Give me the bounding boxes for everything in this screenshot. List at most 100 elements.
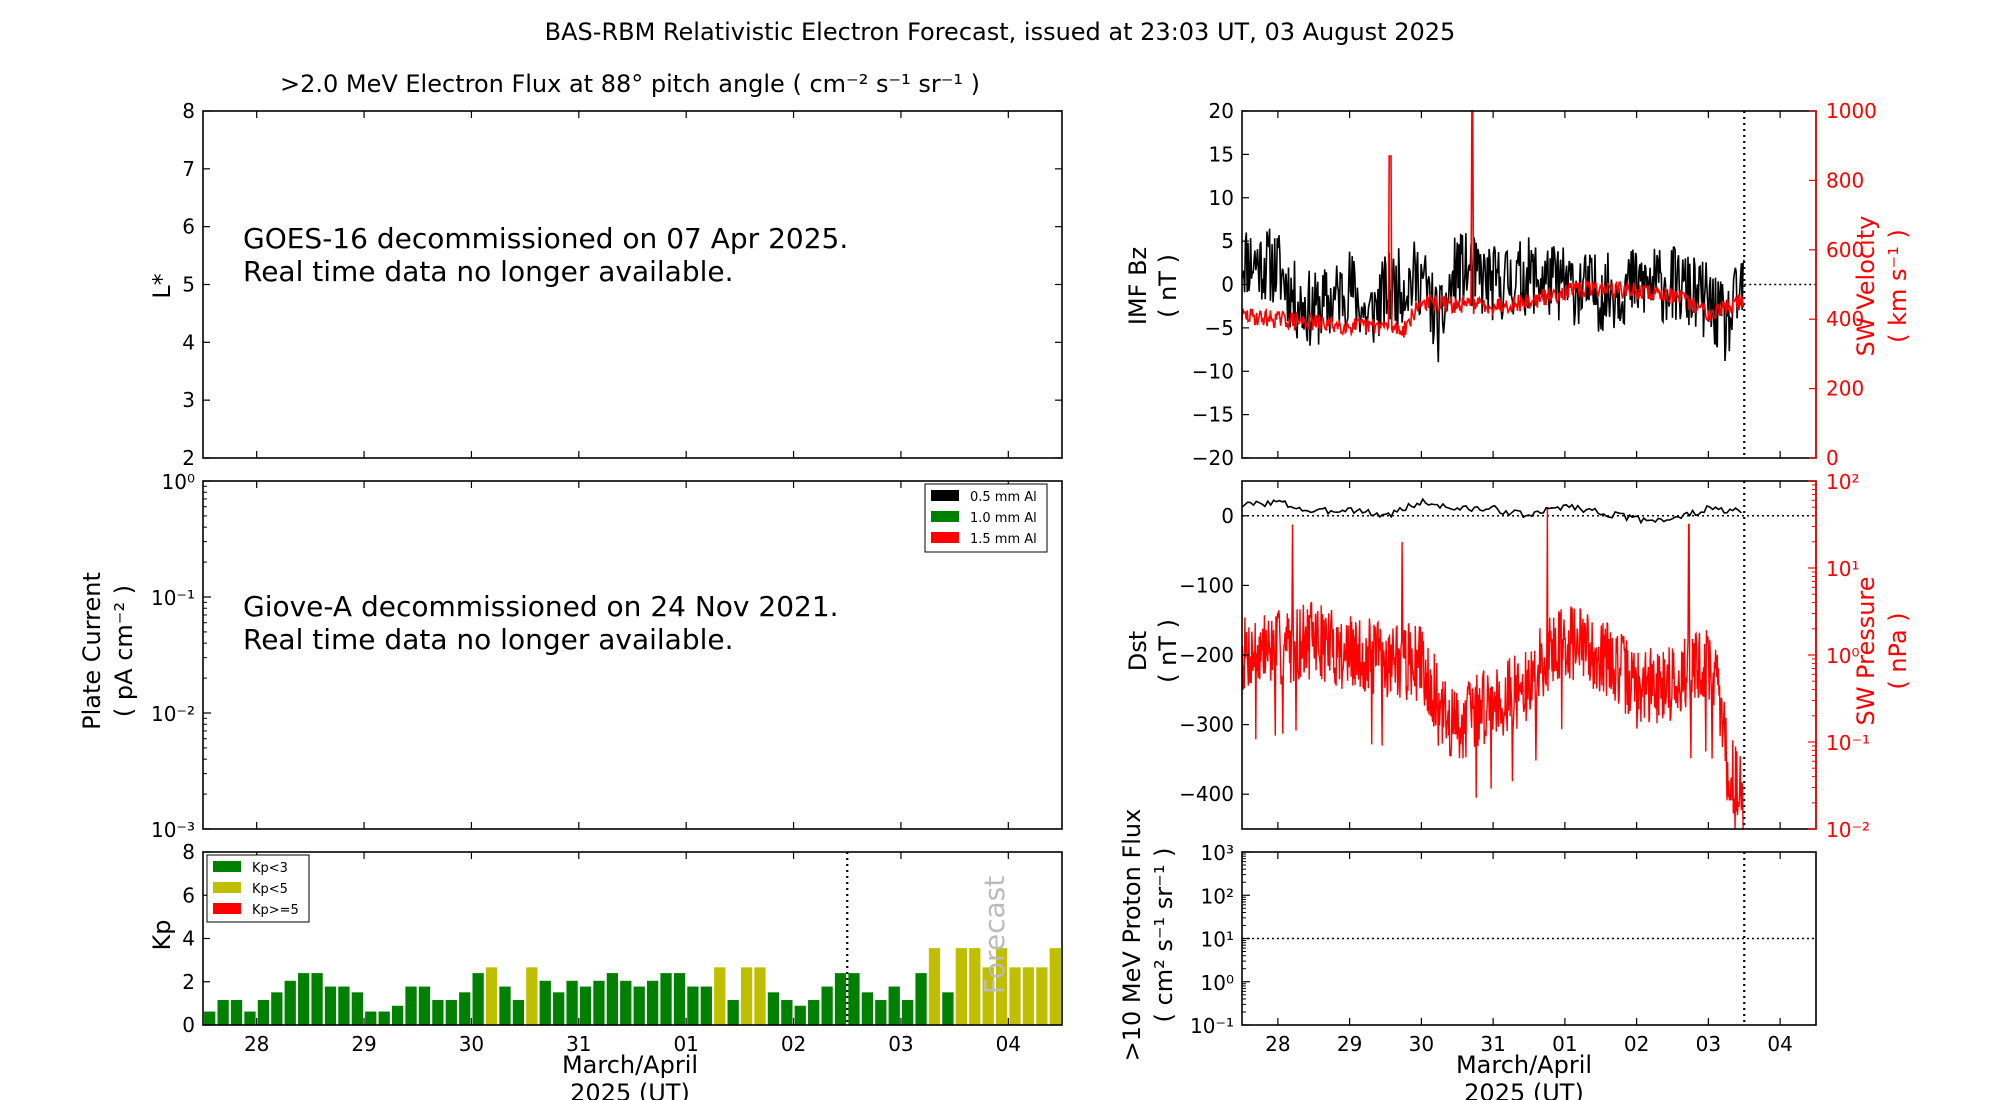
- sw-velocity-ytick-label: 800: [1826, 168, 1864, 192]
- kp-xtick-label: 30: [459, 1032, 484, 1056]
- kp-bar: [942, 992, 954, 1025]
- legend-swatch-kp-lt3: [213, 861, 241, 872]
- kp-bar: [499, 986, 511, 1025]
- legend-label-1-0mm: 1.0 mm Al: [970, 511, 1037, 526]
- plate-current-ytick-label: 10⁰: [162, 470, 195, 494]
- kp-xtick-label: 04: [996, 1032, 1021, 1056]
- kp-bar: [955, 948, 967, 1025]
- electron-flux-ytick-label: 4: [182, 330, 195, 354]
- kp-ytick-label: 4: [182, 927, 195, 951]
- sw-velocity-ytick-label: 0: [1826, 446, 1839, 470]
- kp-bar: [217, 1000, 229, 1025]
- electron-flux-ylabel: L*: [148, 273, 176, 298]
- sw-velocity-ytick-label: 200: [1826, 377, 1864, 401]
- kp-bar: [351, 992, 363, 1025]
- sw-velocity-ytick-label: 400: [1826, 307, 1864, 331]
- kp-ytick-label: 2: [182, 970, 195, 994]
- plate-current-panel: 10⁻³ 10⁻² 10⁻¹ 10⁰: [151, 470, 1063, 842]
- plate-current-frame: [202, 480, 1063, 830]
- proton-flux-ytick-label: 10⁻¹: [1190, 1014, 1234, 1038]
- sw-pressure-ylabel-units: ( nPa ): [1884, 612, 1912, 689]
- sw-pressure-ytick-label: 10⁻²: [1826, 818, 1870, 842]
- kp-bar: [485, 967, 498, 1025]
- kp-bar: [687, 986, 699, 1025]
- proton-flux-ytick-label: 10³: [1201, 841, 1234, 865]
- legend-swatch-kp-lt5: [213, 882, 241, 893]
- plate-current-message-line1: Giove-A decommissioned on 24 Nov 2021.: [243, 590, 839, 623]
- imf-bz-ytick-label: 15: [1209, 142, 1234, 166]
- imf-bz-ylabel-units: ( nT ): [1154, 254, 1182, 318]
- dst-line: [1241, 497, 1742, 525]
- kp-bar: [834, 973, 847, 1025]
- kp-bar: [445, 1000, 457, 1025]
- legend-swatch-0-5mm: [931, 490, 959, 501]
- kp-ytick-label: 6: [182, 883, 195, 907]
- proton-flux-ytick-label: 10²: [1201, 884, 1234, 908]
- legend-label-kp-ge5: Kp>=5: [252, 903, 299, 918]
- legend-swatch-kp-ge5: [213, 903, 241, 914]
- imf-bz-ytick-label: −15: [1192, 403, 1234, 427]
- kp-bar: [579, 986, 592, 1025]
- kp-xtick-label: 28: [244, 1032, 269, 1056]
- proton-flux-xtick-label: 04: [1767, 1032, 1792, 1056]
- kp-bar: [767, 992, 780, 1025]
- kp-bar: [512, 1000, 525, 1025]
- dst-ylabel: Dst: [1124, 631, 1152, 671]
- sw-velocity-line: [1241, 110, 1745, 338]
- kp-bar: [714, 967, 726, 1025]
- kp-bar: [566, 980, 578, 1025]
- kp-bar: [633, 986, 645, 1025]
- kp-xtick-label: 29: [351, 1032, 376, 1056]
- sw-pressure-ytick-label: 10¹: [1826, 557, 1859, 581]
- proton-flux-xtick-label: 30: [1409, 1032, 1434, 1056]
- left-xlabel-year: 2025 (UT): [570, 1079, 690, 1100]
- proton-flux-xtick-label: 29: [1337, 1032, 1362, 1056]
- kp-bar: [405, 986, 417, 1025]
- imf-bz-frame: [1241, 110, 1817, 459]
- legend-label-kp-lt3: Kp<3: [252, 861, 288, 876]
- sw-velocity-ytick-label: 600: [1826, 238, 1864, 262]
- kp-bar: [902, 1000, 914, 1025]
- kp-bar: [459, 992, 471, 1025]
- electron-flux-ytick-label: 5: [182, 273, 195, 297]
- kp-bar: [271, 992, 283, 1025]
- kp-bar: [257, 1000, 270, 1025]
- proton-flux-ytick-label: 10⁰: [1201, 971, 1234, 995]
- electron-flux-message-line2: Real time data no longer available.: [243, 255, 734, 288]
- kp-bar: [794, 1005, 806, 1025]
- kp-bar: [740, 967, 753, 1025]
- imf-bz-ytick-label: 0: [1221, 273, 1234, 297]
- dst-ytick-label: −200: [1179, 643, 1234, 667]
- electron-flux-ytick-label: 7: [182, 157, 195, 181]
- sw-pressure-ytick-label: 10⁰: [1826, 644, 1859, 668]
- kp-bar: [969, 948, 981, 1025]
- kp-forecast-annotation: Forecast: [978, 876, 1011, 995]
- kp-bar: [808, 1000, 820, 1025]
- legend-swatch-1-0mm: [931, 511, 959, 522]
- kp-bar: [606, 973, 619, 1025]
- kp-bar: [432, 1000, 444, 1025]
- kp-bar: [204, 1011, 216, 1025]
- kp-bar: [539, 980, 551, 1025]
- legend-label-kp-lt5: Kp<5: [252, 882, 288, 897]
- plate-current-ytick-label: 10⁻³: [151, 818, 195, 842]
- proton-flux-xtick-label: 28: [1265, 1032, 1290, 1056]
- kp-bar: [391, 1005, 404, 1025]
- imf-bz-ytick-label: −5: [1205, 316, 1234, 340]
- kp-bar: [915, 973, 927, 1025]
- kp-bar: [284, 980, 296, 1025]
- dst-ytick-label: −100: [1179, 573, 1234, 597]
- electron-flux-message-line1: GOES-16 decommissioned on 07 Apr 2025.: [243, 222, 848, 255]
- electron-flux-title: >2.0 MeV Electron Flux at 88° pitch angl…: [280, 70, 980, 98]
- imf-bz-ytick-label: 20: [1209, 99, 1234, 123]
- kp-bar: [593, 980, 605, 1025]
- kp-ytick-label: 8: [182, 840, 195, 864]
- kp-bar: [982, 967, 994, 1025]
- sw-pressure-ytick-label: 10²: [1826, 470, 1859, 494]
- dst-panel: −400 −300 −200 −100 0 10⁻² 10⁻¹ 10⁰ 10¹ 10²: [1179, 470, 1870, 842]
- proton-flux-ytick-label: 10¹: [1201, 928, 1234, 952]
- plate-current-legend: 0.5 mm Al 1.0 mm Al 1.5 mm Al: [924, 483, 1048, 553]
- kp-bar: [1036, 967, 1048, 1025]
